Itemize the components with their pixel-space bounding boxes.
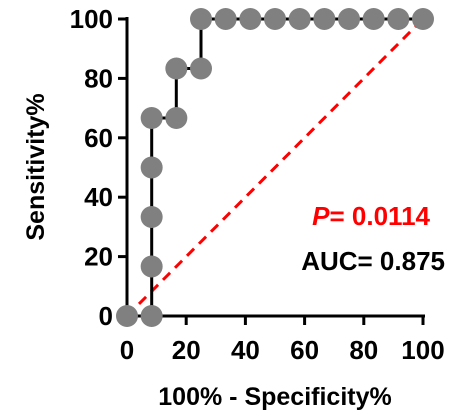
roc-point: [140, 106, 163, 129]
roc-point: [165, 106, 188, 129]
y-tick-label: 60: [84, 123, 113, 153]
y-tick-label: 0: [99, 301, 113, 331]
y-tick-label: 80: [84, 63, 113, 93]
roc-point: [214, 8, 237, 30]
roc-point: [239, 8, 262, 30]
roc-point: [338, 8, 360, 30]
auc-annotation: AUC= 0.875: [301, 246, 445, 276]
roc-point: [190, 57, 212, 80]
marker-layer: [116, 8, 434, 327]
reference-line-layer: [125, 17, 425, 318]
y-axis-title: Sensitivity%: [22, 93, 50, 240]
roc-point: [116, 305, 138, 327]
roc-point: [264, 8, 286, 30]
x-axis-title: 100% - Specificity%: [158, 383, 391, 411]
x-tick-label: 0: [120, 335, 134, 365]
x-tick-label: 100: [401, 335, 444, 365]
x-tick-label: 20: [172, 335, 201, 365]
axes-layer: [118, 17, 425, 325]
x-tick-label: 60: [290, 335, 319, 365]
p-value-text: = 0.0114: [330, 201, 431, 231]
roc-point: [140, 305, 163, 327]
roc-point: [313, 8, 336, 30]
roc-point: [140, 255, 163, 278]
roc-point: [140, 156, 163, 179]
roc-point: [190, 8, 212, 30]
roc-point: [288, 8, 311, 30]
roc-point: [140, 206, 163, 229]
label-layer: 0 20 40 60 80 100 0 20 40 60 80 100: [70, 4, 445, 365]
p-value-annotation: P= 0.0114: [312, 201, 430, 231]
reference-diagonal-line: [125, 17, 425, 318]
x-tick-label: 80: [349, 335, 378, 365]
y-tick-label: 40: [84, 182, 113, 212]
p-value-letter: P: [312, 201, 330, 231]
roc-point: [362, 8, 385, 30]
roc-point: [412, 8, 434, 30]
roc-point: [387, 8, 410, 30]
y-tick-label: 100: [70, 4, 113, 34]
roc-point: [165, 57, 188, 80]
x-tick-label: 40: [231, 335, 260, 365]
y-tick-label: 20: [84, 242, 113, 272]
